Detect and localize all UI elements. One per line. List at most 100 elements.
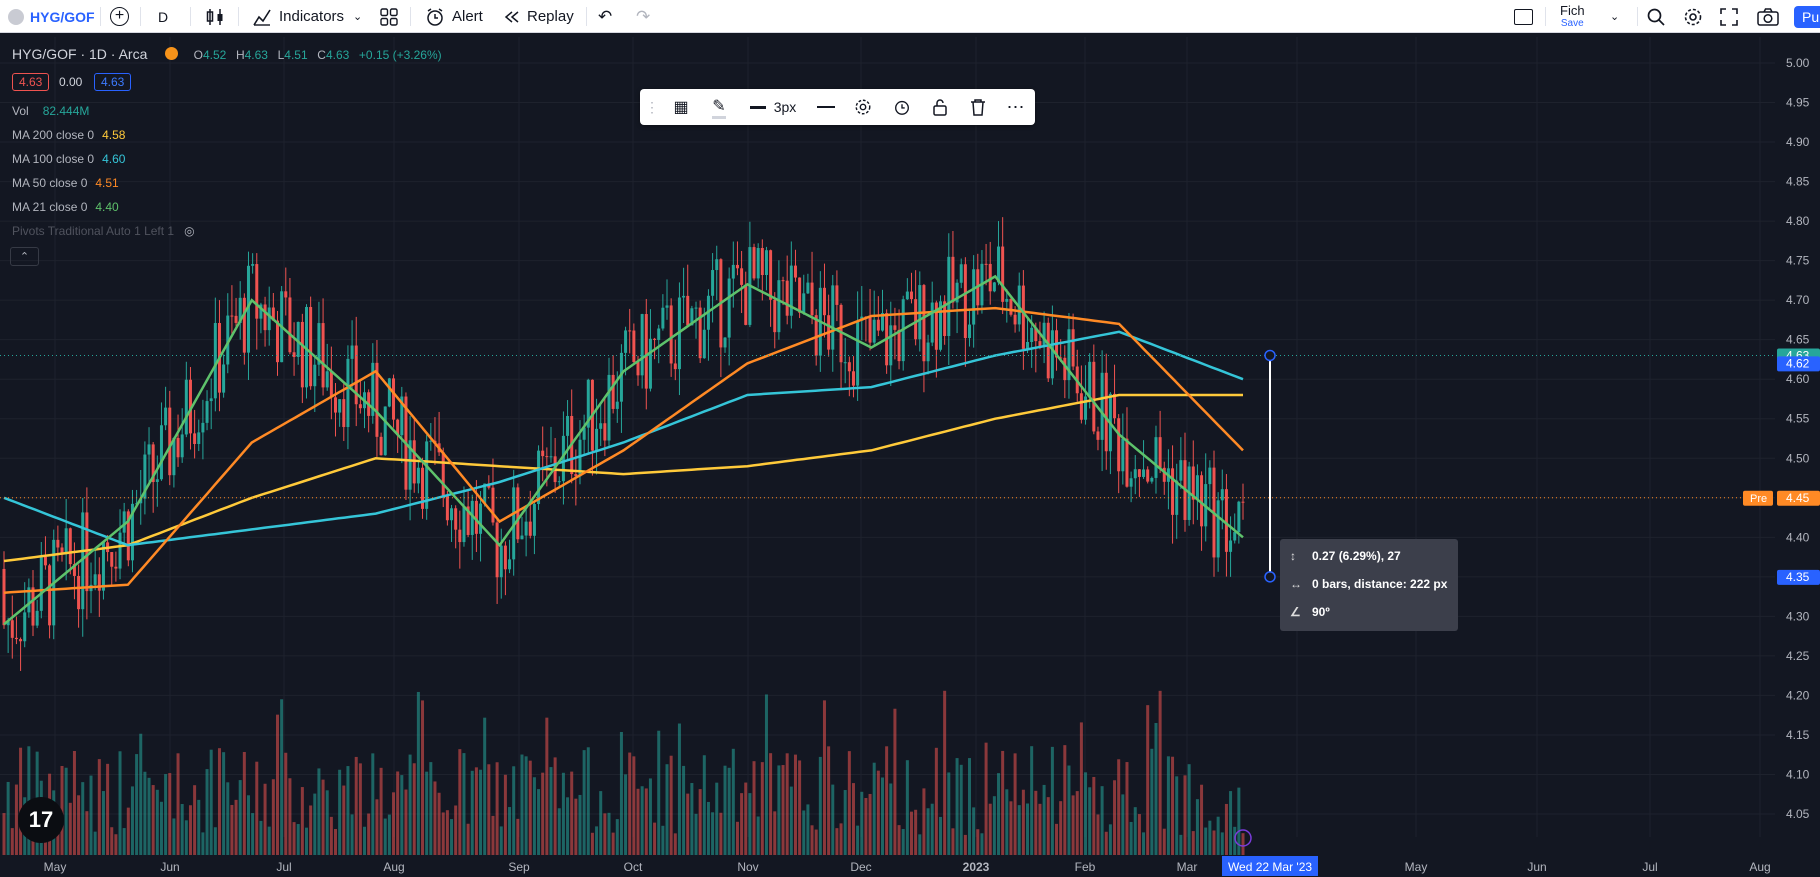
volume-bar (72, 750, 76, 855)
candle-body (520, 535, 524, 540)
candle-body (1021, 285, 1025, 349)
candle-body (284, 291, 288, 298)
line-style-button[interactable] (810, 89, 842, 125)
candle-body (97, 574, 101, 591)
measure-low-tag-bg (1777, 569, 1820, 585)
hidden-eye-icon[interactable]: ◎ (184, 224, 195, 238)
publish-label: Pu (1794, 5, 1820, 28)
candle-body (466, 506, 470, 535)
candle-body (147, 444, 151, 455)
ask-box[interactable]: 4.63 (93, 73, 132, 91)
candle-body (988, 263, 992, 292)
symbol-label: HYG/GOF (30, 8, 95, 25)
legend-ma50[interactable]: MA 50 close 0 4.51 (12, 175, 119, 190)
legend-ma100[interactable]: MA 100 close 0 4.60 (12, 151, 125, 166)
candle-body (1224, 489, 1228, 552)
search-button[interactable] (1646, 0, 1666, 33)
lock-button[interactable] (924, 89, 956, 125)
legend-pivots[interactable]: Pivots Traditional Auto 1 Left 1 ◎ (12, 223, 195, 238)
replay-button[interactable]: Replay (504, 0, 574, 33)
fullscreen-button[interactable] (1720, 0, 1738, 33)
templates-tool-button[interactable]: ▦ (665, 89, 697, 125)
price-chart-canvas[interactable]: 5.00 4.95 4.90 4.85 4.80 4.75 4.70 4.65 4.60 4.55… (0, 37, 1820, 877)
volume-bar (661, 825, 665, 855)
line-color-button[interactable]: ✎ (703, 89, 735, 125)
drawing-settings-button[interactable] (847, 89, 879, 125)
volume-bar (122, 828, 126, 855)
candle-body (893, 325, 897, 330)
candle-body (582, 427, 586, 440)
candle-body (450, 508, 454, 521)
candle-body (267, 307, 271, 331)
more-button[interactable]: ⋯ (1000, 89, 1032, 125)
volume-bar (553, 757, 557, 855)
candle-body (1079, 393, 1083, 420)
drag-handle-icon[interactable]: ⋮ (645, 98, 659, 115)
candle-body (503, 545, 507, 570)
templates-button[interactable] (379, 0, 399, 33)
candle-body (60, 547, 64, 554)
indicators-button[interactable]: Indicators (252, 0, 344, 33)
volume-bar (93, 831, 97, 855)
candle-body (1150, 477, 1154, 482)
line-width-button[interactable]: 3px (743, 89, 803, 125)
delete-button[interactable] (962, 89, 994, 125)
price-axis-bg (1775, 37, 1820, 877)
candle-body (400, 396, 404, 436)
legend-title: HYG/GOF · 1D · Arca (12, 46, 148, 62)
volume-bar (644, 788, 648, 855)
measure-handle-bottom (1264, 571, 1276, 583)
volume-bar (217, 748, 221, 855)
volume-bar (155, 789, 159, 855)
layout-toggle-button[interactable] (1514, 0, 1533, 33)
volume-bar (300, 787, 304, 855)
drawing-toolbar: ⋮ ▦ ✎ 3px ⋯ (640, 89, 1035, 125)
chart-type-button[interactable] (205, 0, 225, 33)
settings-button[interactable] (1683, 0, 1703, 33)
candle-body (785, 280, 789, 316)
legend-volume[interactable]: Vol 82.444M (12, 103, 89, 118)
undo-button[interactable]: ↶ (598, 0, 612, 33)
indicators-dropdown-button[interactable]: ⌄ (353, 0, 362, 33)
volume-bar (284, 752, 288, 855)
candle-body (802, 293, 806, 313)
volume-bar (537, 789, 541, 855)
candle-body (545, 456, 549, 458)
time-tick-label: Oct (624, 860, 643, 874)
ohlc-l: 4.51 (284, 48, 308, 62)
candle-body (698, 307, 702, 359)
snapshot-button[interactable] (1757, 0, 1779, 33)
candle-body (1220, 489, 1224, 501)
volume-bar (338, 769, 342, 855)
publish-button[interactable]: Pu (1794, 0, 1820, 33)
volume-bar (450, 819, 454, 855)
time-tick-label: Jun (160, 860, 179, 874)
candle-body (541, 450, 545, 457)
layout-save-button[interactable]: Fich Save (1560, 0, 1585, 33)
volume-bar (1195, 799, 1199, 855)
legend-ma21[interactable]: MA 21 close 0 4.40 (12, 199, 119, 214)
candle-body (213, 322, 217, 399)
candle-body (72, 564, 76, 576)
candle-body (188, 379, 192, 434)
chart-pane[interactable]: 5.00 4.95 4.90 4.85 4.80 4.75 4.70 4.65 4.60 4.55… (0, 37, 1820, 877)
bid-box[interactable]: 4.63 (12, 73, 50, 91)
collapse-legend-button[interactable]: ⌃ (10, 247, 39, 266)
volume-bar (1183, 775, 1187, 855)
time-tick-label: Aug (383, 860, 404, 874)
legend-ma200[interactable]: MA 200 close 0 4.58 (12, 127, 125, 142)
symbol-search-button[interactable]: HYG/GOF (8, 0, 95, 33)
tradingview-logo-icon[interactable]: 17 (18, 797, 64, 843)
compare-button[interactable]: + (110, 0, 129, 33)
add-alert-button[interactable] (886, 89, 918, 125)
measure-tooltip: ↕ 0.27 (6.29%), 27 ↔ 0 bars, distance: 222… (1280, 539, 1458, 631)
candle-body (760, 248, 764, 276)
layout-menu-button[interactable]: ⌄ (1610, 0, 1619, 33)
volume-bar (6, 781, 10, 855)
redo-button[interactable]: ↷ (636, 0, 650, 33)
interval-button[interactable]: D (158, 0, 168, 33)
candle-body (814, 315, 818, 356)
alert-button[interactable]: Alert (425, 0, 483, 33)
volume-bar (1084, 772, 1088, 855)
candle-body (226, 315, 230, 365)
